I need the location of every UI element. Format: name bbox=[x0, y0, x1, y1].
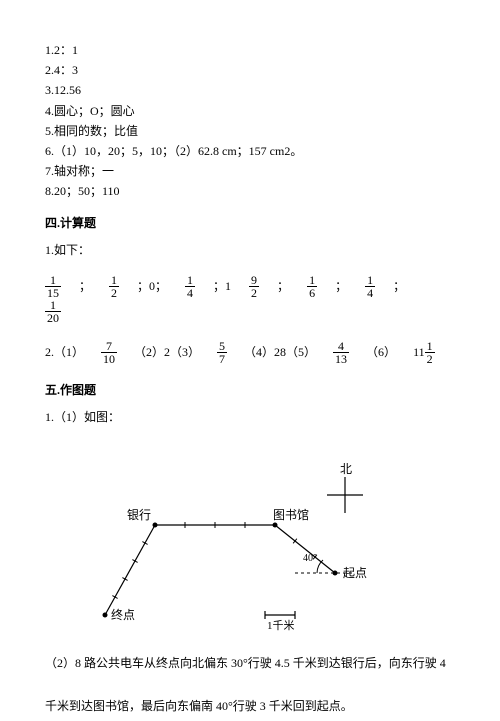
route-diagram: 北 40° 银行 图书馆起点终点 1千米 bbox=[45, 445, 455, 635]
svg-text:图书馆: 图书馆 bbox=[273, 507, 309, 522]
answer-line: 3.12.56 bbox=[45, 81, 455, 100]
svg-text:终点: 终点 bbox=[111, 607, 135, 622]
label: （6） bbox=[366, 343, 396, 362]
calc-row-2: 2.（1） 710 （2）2（3） 57 （4）28（5） 413 （6） 11… bbox=[45, 340, 455, 365]
fraction: 92 bbox=[249, 274, 259, 299]
label: （4）28（5） bbox=[244, 343, 316, 362]
answer-line: 7.轴对称；一 bbox=[45, 162, 455, 181]
section-4-item-1: 1.如下： bbox=[45, 241, 455, 260]
fraction: 120 bbox=[45, 299, 61, 324]
section-5-item-1: 1.（1）如图： bbox=[45, 408, 455, 427]
label: （2）2（3） bbox=[134, 343, 200, 362]
fraction: 413 bbox=[333, 340, 349, 365]
fraction: 14 bbox=[365, 274, 375, 299]
separator: ； bbox=[335, 277, 347, 296]
separator: ； bbox=[79, 277, 91, 296]
answer-line: 4.圆心；O；圆心 bbox=[45, 102, 455, 121]
fraction: 16 bbox=[307, 274, 317, 299]
svg-text:40°: 40° bbox=[303, 553, 317, 564]
answer-line: 1.2：1 bbox=[45, 41, 455, 60]
mixed-fraction: 1112 bbox=[413, 340, 435, 365]
svg-text:北: 北 bbox=[340, 462, 352, 476]
label: 2.（1） bbox=[45, 343, 84, 362]
description-line-1: （2）8 路公共电车从终点向北偏东 30°行驶 4.5 千米到达银行后，向东行驶… bbox=[45, 649, 455, 678]
answer-line: 6.（1）10，20；5，10；（2）62.8 cm；157 cm2。 bbox=[45, 142, 455, 161]
svg-text:起点: 起点 bbox=[343, 566, 367, 580]
svg-text:银行: 银行 bbox=[127, 508, 151, 522]
separator: ； bbox=[277, 277, 289, 296]
fraction: 12 bbox=[109, 274, 119, 299]
fraction: 14 bbox=[185, 274, 195, 299]
svg-text:1千米: 1千米 bbox=[267, 619, 295, 632]
fraction: 710 bbox=[101, 340, 117, 365]
fraction: 115 bbox=[45, 274, 61, 299]
section-5-title: 五.作图题 bbox=[45, 381, 455, 400]
separator: ；1 bbox=[213, 277, 231, 296]
description-line-2: 千米到达图书馆，最后向东偏南 40°行驶 3 千米回到起点。 bbox=[45, 692, 455, 721]
answer-line: 5.相同的数；比值 bbox=[45, 122, 455, 141]
answer-line: 8.20；50；110 bbox=[45, 182, 455, 201]
calc-row-1: 115 ； 12 ；0； 14 ；1 92 ； 16 ； 14 ； 120 bbox=[45, 274, 455, 324]
separator: ；0； bbox=[137, 277, 167, 296]
section-4-title: 四.计算题 bbox=[45, 214, 455, 233]
fraction: 57 bbox=[217, 340, 227, 365]
separator: ； bbox=[393, 277, 405, 296]
answer-line: 2.4：3 bbox=[45, 61, 455, 80]
